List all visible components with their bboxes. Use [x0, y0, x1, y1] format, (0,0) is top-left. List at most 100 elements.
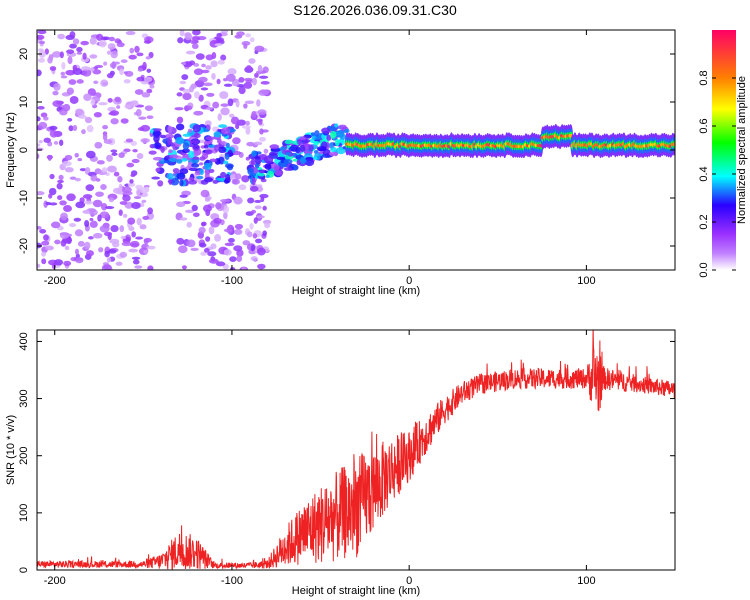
spectrogram-cell [57, 33, 66, 40]
spectrogram-cell [63, 204, 72, 213]
spectrogram-cell [220, 54, 227, 61]
spectrogram-cell [216, 177, 225, 181]
spectrogram-cell [238, 77, 245, 83]
spectrogram-cell [37, 30, 47, 35]
spectrogram-cell [130, 141, 138, 146]
spectrogram-cell [182, 142, 190, 151]
spectrogram-cell [185, 50, 196, 55]
spectrogram-cell [140, 138, 151, 143]
spectrogram-cell [116, 42, 125, 48]
spectrogram-cell [47, 56, 53, 64]
spectrogram-cell [217, 138, 222, 144]
spectrogram-cell [220, 140, 226, 146]
spectrogram-cell [227, 98, 234, 107]
spectrogram-cell [182, 88, 192, 94]
spectrogram-cell [69, 95, 79, 104]
spectrogram-cell [223, 211, 228, 220]
spectrogram-cell [216, 78, 221, 85]
spectrogram-cell [60, 71, 66, 76]
spectrogram-cell [93, 232, 103, 239]
spectrogram-cell [125, 138, 134, 143]
spectrogram-cell [37, 226, 42, 230]
spectrogram-cell [149, 84, 155, 89]
snr-x-ticks: -200 -100 0 100 [44, 330, 596, 587]
spectrogram-cell [123, 71, 129, 75]
spectrogram-cell [232, 137, 241, 145]
spectrogram-cell [78, 114, 87, 119]
spectrogram-cell [334, 123, 339, 128]
spectrogram-cell [199, 156, 206, 161]
spectrogram-cell [100, 184, 107, 191]
spectrogram-cell [103, 61, 108, 66]
spectrogram-cell [113, 171, 120, 177]
spectrogram-x-tick-label: -200 [44, 275, 66, 287]
spectrogram-cell [103, 139, 113, 145]
spectrogram-cell [280, 146, 286, 151]
spectrogram-cell [92, 69, 102, 75]
spectrogram-cell [334, 138, 340, 147]
spectrogram-cell [99, 211, 110, 219]
spectrogram-cell [69, 43, 77, 49]
colorbar-tick-label: 0.6 [698, 118, 710, 133]
spectrogram-cell [168, 149, 173, 154]
spectrogram-x-ticks: -200 -100 0 100 [44, 30, 596, 287]
spectrogram-cell [223, 160, 229, 165]
spectrogram-cell [254, 45, 265, 53]
spectrogram-cell [120, 59, 128, 63]
spectrogram-cell [37, 143, 41, 147]
spectrogram-cell [123, 148, 131, 153]
spectrogram-y-tick-label: 20 [18, 48, 30, 60]
spectrogram-y-tick-label: 0 [18, 147, 30, 153]
spectrogram-cell [41, 240, 50, 246]
snr-y-label: SNR (10 * v/v) [5, 415, 17, 485]
spectrogram-cell [256, 99, 261, 107]
spectrogram-cell [196, 175, 204, 180]
spectrogram-cell [176, 201, 186, 208]
spectrogram-cell [198, 76, 208, 83]
spectrogram-cell [225, 173, 231, 181]
spectrogram-cell [72, 38, 80, 45]
spectrogram-cell [248, 58, 256, 64]
spectrogram-cell [57, 195, 63, 201]
spectrogram-cell [67, 56, 73, 65]
spectrogram-cell [204, 197, 211, 202]
spectrogram-cell [182, 148, 190, 154]
spectrogram-cell [86, 250, 94, 257]
spectrogram-cell [38, 121, 48, 130]
spectrogram-cell [321, 127, 331, 134]
spectrogram-cell [144, 186, 150, 193]
spectrogram-cell [219, 91, 229, 99]
spectrogram-cell [249, 222, 254, 230]
spectrogram-cell [191, 163, 200, 168]
spectrogram-cell [188, 128, 193, 133]
spectrogram-cell [47, 154, 52, 161]
snr-y-tick-label: 0 [18, 567, 30, 573]
spectrogram-cell [112, 241, 120, 248]
spectrogram-cell [215, 261, 226, 267]
spectrogram-cell [69, 31, 76, 39]
spectrogram-cell [236, 255, 243, 262]
spectrogram-cell [38, 50, 46, 58]
spectrogram-cell [98, 247, 104, 253]
snr-x-tick-label: -200 [44, 575, 66, 587]
spectrogram-cell [246, 65, 252, 71]
spectrogram-cell [136, 52, 144, 57]
spectrogram-cell [64, 154, 73, 161]
spectrogram-cell [108, 111, 117, 116]
spectrogram-cell [48, 259, 58, 266]
spectrogram-cell [231, 178, 241, 185]
spectrogram-cell [181, 61, 187, 66]
spectrogram-cell [217, 113, 222, 121]
spectrogram-cell [118, 183, 123, 192]
spectrogram-cell [234, 34, 243, 39]
spectrogram-cell [149, 143, 156, 149]
spectrogram-cell [170, 177, 180, 186]
spectrogram-cell [143, 238, 149, 245]
spectrogram-cell [326, 134, 332, 141]
spectrogram-cell [192, 145, 200, 150]
spectrogram-cell [195, 178, 202, 183]
spectrogram-cell [179, 217, 188, 221]
spectrogram-cell [49, 125, 58, 131]
spectrogram-cell [245, 127, 251, 135]
